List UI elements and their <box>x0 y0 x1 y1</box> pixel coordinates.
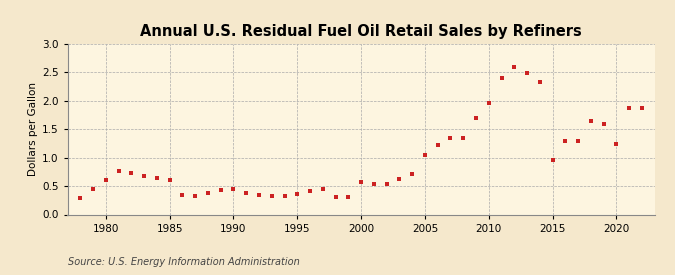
Point <box>637 105 647 110</box>
Point <box>126 171 137 175</box>
Point <box>509 65 520 69</box>
Point <box>267 194 277 198</box>
Point <box>190 194 200 198</box>
Point <box>496 76 507 80</box>
Point <box>317 187 328 191</box>
Point <box>228 187 239 192</box>
Point <box>407 171 418 176</box>
Point <box>75 196 86 200</box>
Point <box>292 192 302 196</box>
Point <box>432 143 443 147</box>
Point <box>585 119 596 123</box>
Point <box>369 182 379 186</box>
Point <box>138 174 149 179</box>
Point <box>113 169 124 174</box>
Point <box>88 187 99 192</box>
Point <box>202 191 213 195</box>
Point <box>177 192 188 197</box>
Point <box>304 189 315 193</box>
Point <box>470 116 481 120</box>
Point <box>598 121 609 126</box>
Point <box>254 193 265 197</box>
Point <box>547 158 558 162</box>
Point <box>279 194 290 198</box>
Point <box>343 195 354 200</box>
Y-axis label: Dollars per Gallon: Dollars per Gallon <box>28 82 38 176</box>
Point <box>164 178 175 182</box>
Point <box>241 191 252 195</box>
Point <box>458 136 468 140</box>
Point <box>522 71 533 75</box>
Point <box>381 182 392 186</box>
Text: Source: U.S. Energy Information Administration: Source: U.S. Energy Information Administ… <box>68 257 299 267</box>
Point <box>356 179 367 184</box>
Point <box>624 106 634 111</box>
Point <box>573 139 584 143</box>
Point <box>151 175 162 180</box>
Point <box>420 153 431 158</box>
Point <box>560 139 571 143</box>
Point <box>483 100 494 105</box>
Point <box>215 188 226 192</box>
Point <box>101 178 111 182</box>
Point <box>330 195 341 199</box>
Title: Annual U.S. Residual Fuel Oil Retail Sales by Refiners: Annual U.S. Residual Fuel Oil Retail Sal… <box>140 24 582 39</box>
Point <box>445 136 456 140</box>
Point <box>394 177 405 182</box>
Point <box>535 80 545 84</box>
Point <box>611 142 622 146</box>
